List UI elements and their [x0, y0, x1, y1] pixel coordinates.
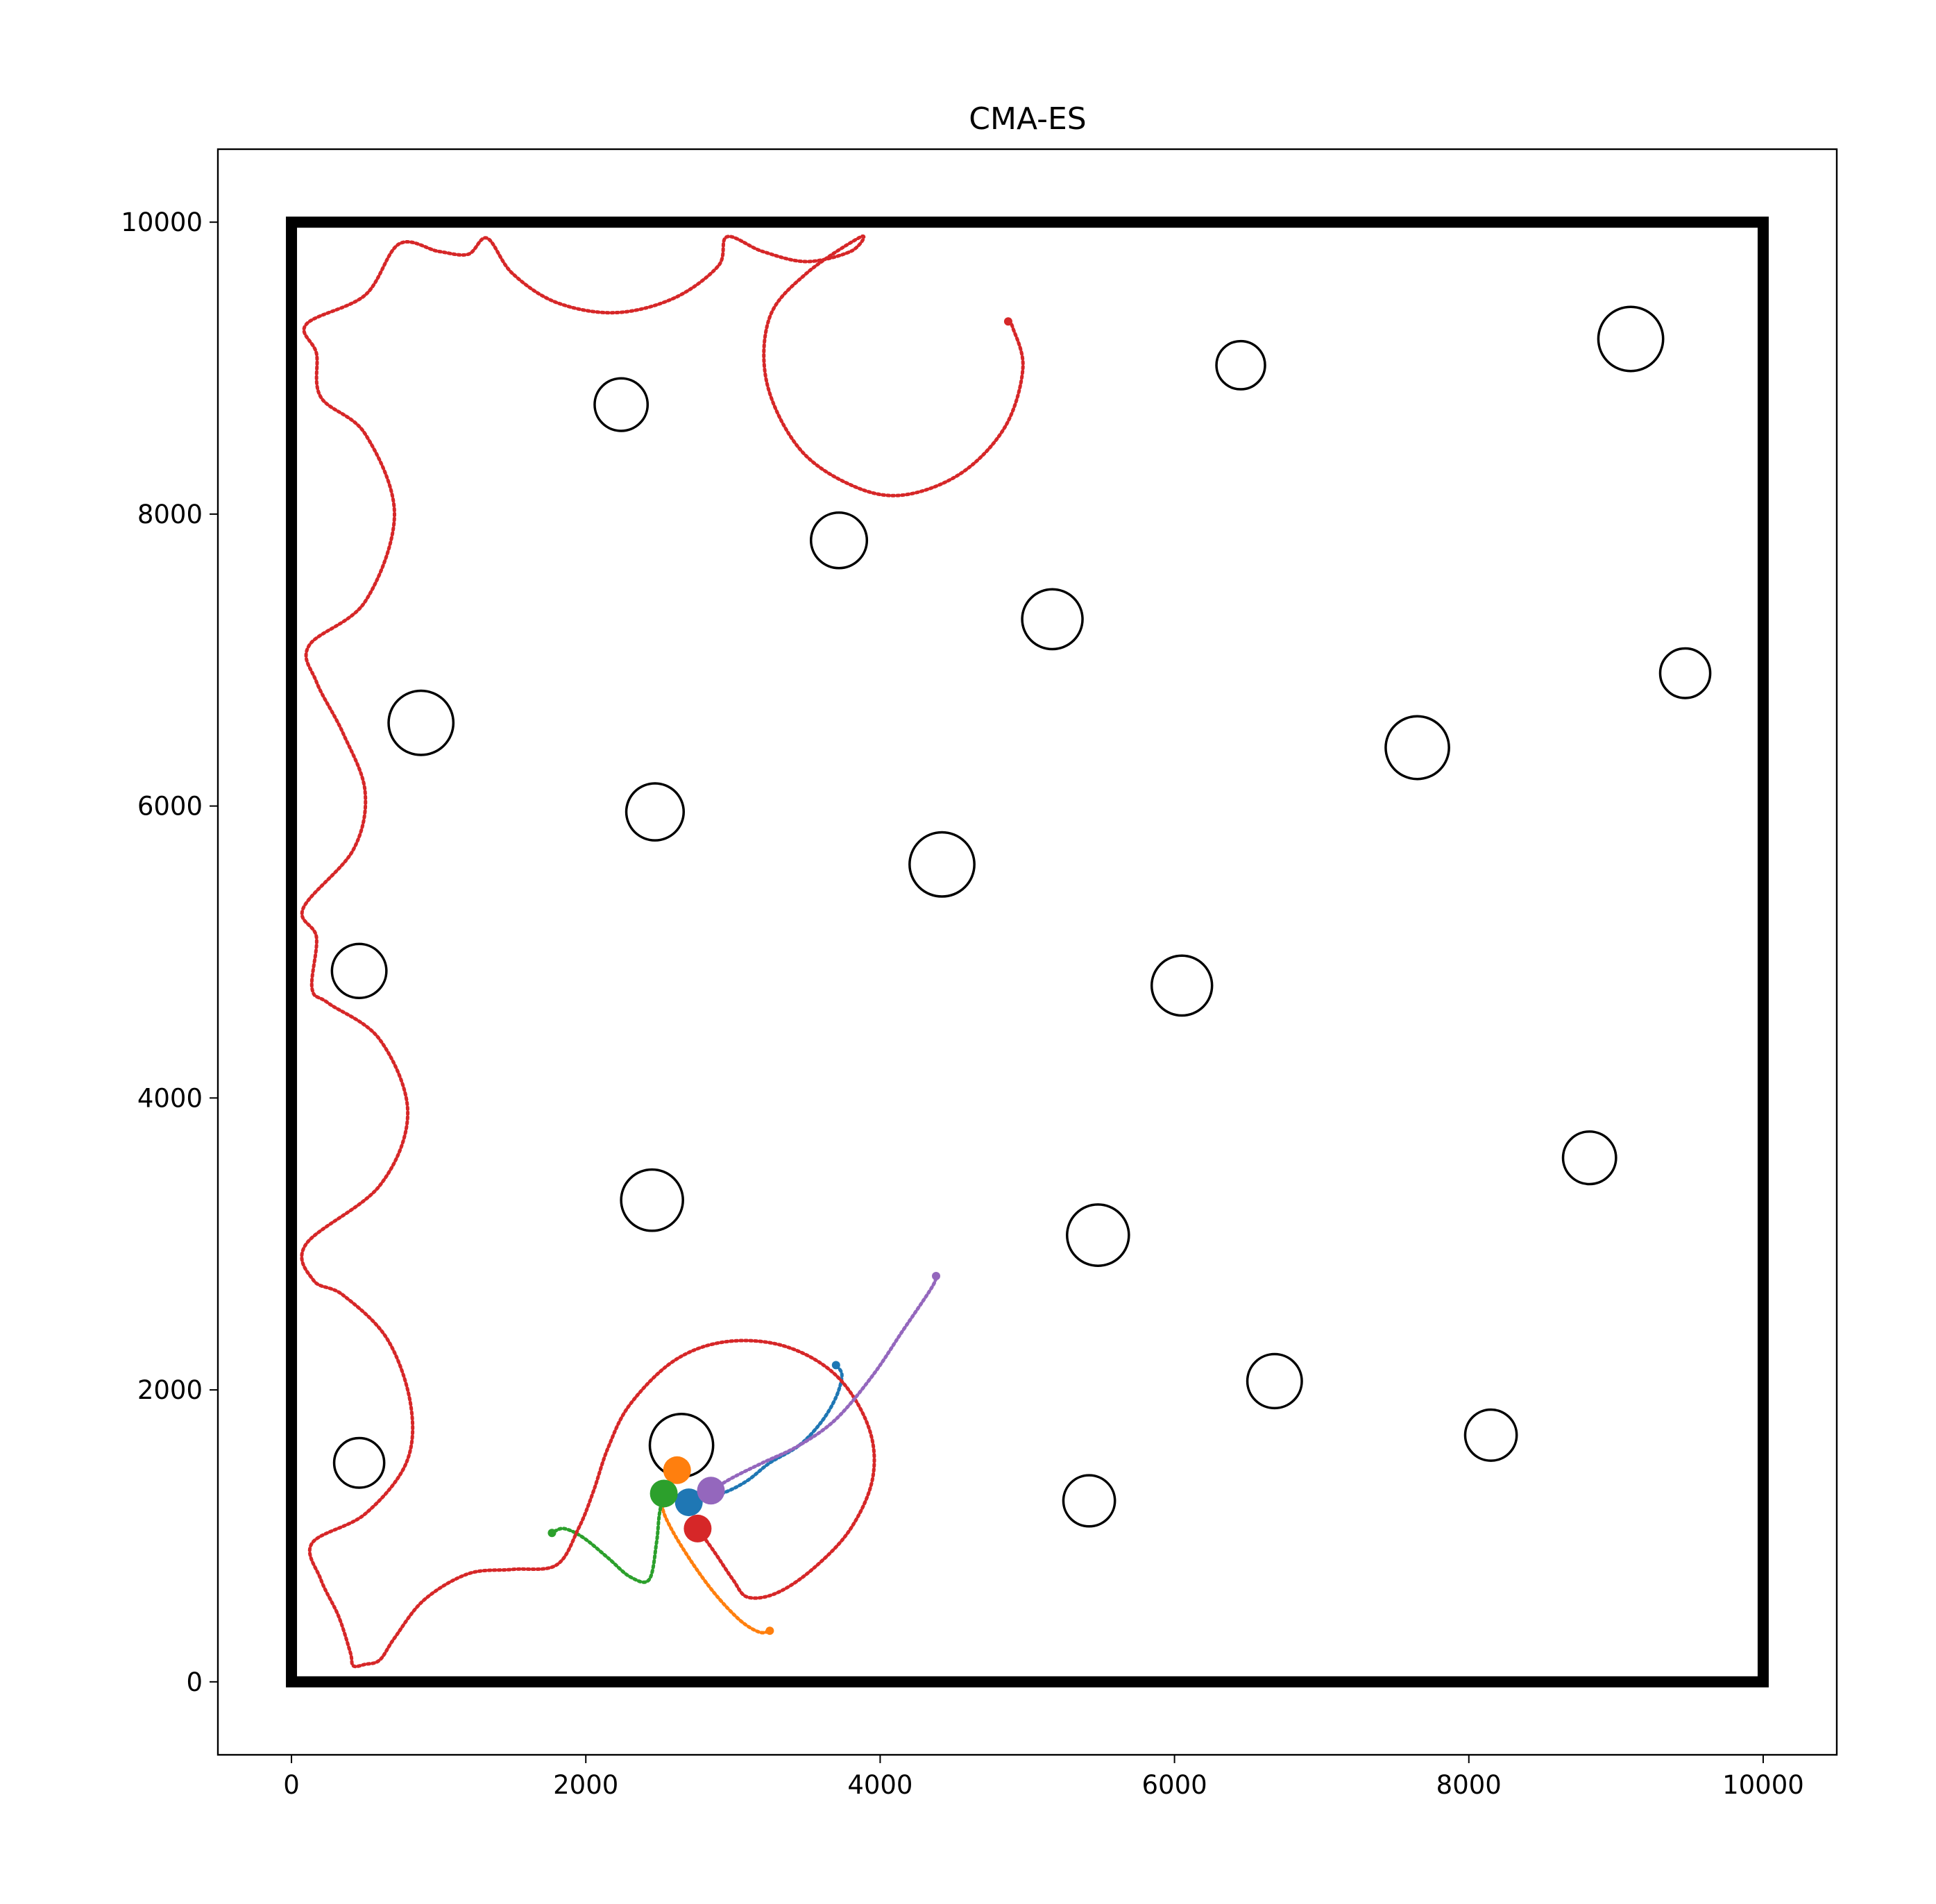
trajectory-end-5	[932, 1272, 941, 1281]
obstacle-17	[1463, 1408, 1518, 1462]
obstacle-4	[809, 511, 869, 570]
plot-frame	[216, 148, 1838, 1756]
agent-3	[649, 1479, 678, 1508]
chart-title: CMA-ES	[969, 101, 1086, 137]
agent-4	[683, 1514, 712, 1542]
x-tick-label: 4000	[847, 1770, 912, 1800]
agent-1	[674, 1488, 703, 1517]
x-tick-label: 10000	[1722, 1770, 1804, 1800]
obstacle-12	[1150, 954, 1214, 1017]
x-tick-label: 6000	[1142, 1770, 1207, 1800]
obstacle-10	[908, 831, 976, 898]
obstacle-3	[1597, 305, 1665, 373]
y-tick-label: 0	[186, 1667, 203, 1697]
trajectory-end-2	[765, 1626, 774, 1635]
y-tick-label: 4000	[137, 1083, 203, 1113]
obstacle-8	[1384, 715, 1450, 781]
obstacle-15	[1066, 1203, 1130, 1268]
arena-boundary	[286, 216, 1769, 1688]
y-axis: 0 2000 4000 6000 8000 10000	[121, 207, 218, 1697]
trajectory-4	[300, 234, 1025, 1669]
obstacle-16	[1246, 1352, 1303, 1410]
obstacle-20	[1062, 1474, 1116, 1528]
trajectory-5	[709, 1274, 938, 1493]
y-tick-label: 2000	[137, 1375, 203, 1405]
x-tick-label: 0	[283, 1770, 300, 1800]
obstacle-19	[332, 1436, 386, 1489]
obstacle-6	[1658, 647, 1712, 699]
trajectory-end-4	[1003, 317, 1012, 326]
obstacle-7	[387, 689, 455, 756]
trajectory-3	[550, 1491, 666, 1584]
obstacle-2	[1215, 339, 1266, 391]
trajectory-end-3	[547, 1529, 557, 1538]
agent-5	[697, 1477, 725, 1505]
x-tick-label: 2000	[553, 1770, 618, 1800]
arena-layer	[286, 216, 1769, 1688]
obstacle-layer	[330, 305, 1712, 1528]
trajectory-end-1	[831, 1361, 840, 1370]
obstacle-13	[1561, 1130, 1617, 1186]
obstacle-5	[1021, 588, 1084, 651]
obstacle-11	[330, 942, 388, 1000]
x-axis: 0 2000 4000 6000 8000 10000	[283, 1755, 1804, 1800]
agent-layer	[649, 1456, 725, 1542]
x-tick-label: 8000	[1436, 1770, 1502, 1800]
y-tick-label: 6000	[137, 792, 203, 822]
y-tick-label: 8000	[137, 500, 203, 529]
obstacle-1	[593, 377, 649, 432]
obstacle-9	[625, 782, 686, 842]
y-tick-label: 10000	[121, 207, 203, 237]
obstacle-14	[620, 1168, 684, 1232]
agent-2	[663, 1456, 691, 1484]
